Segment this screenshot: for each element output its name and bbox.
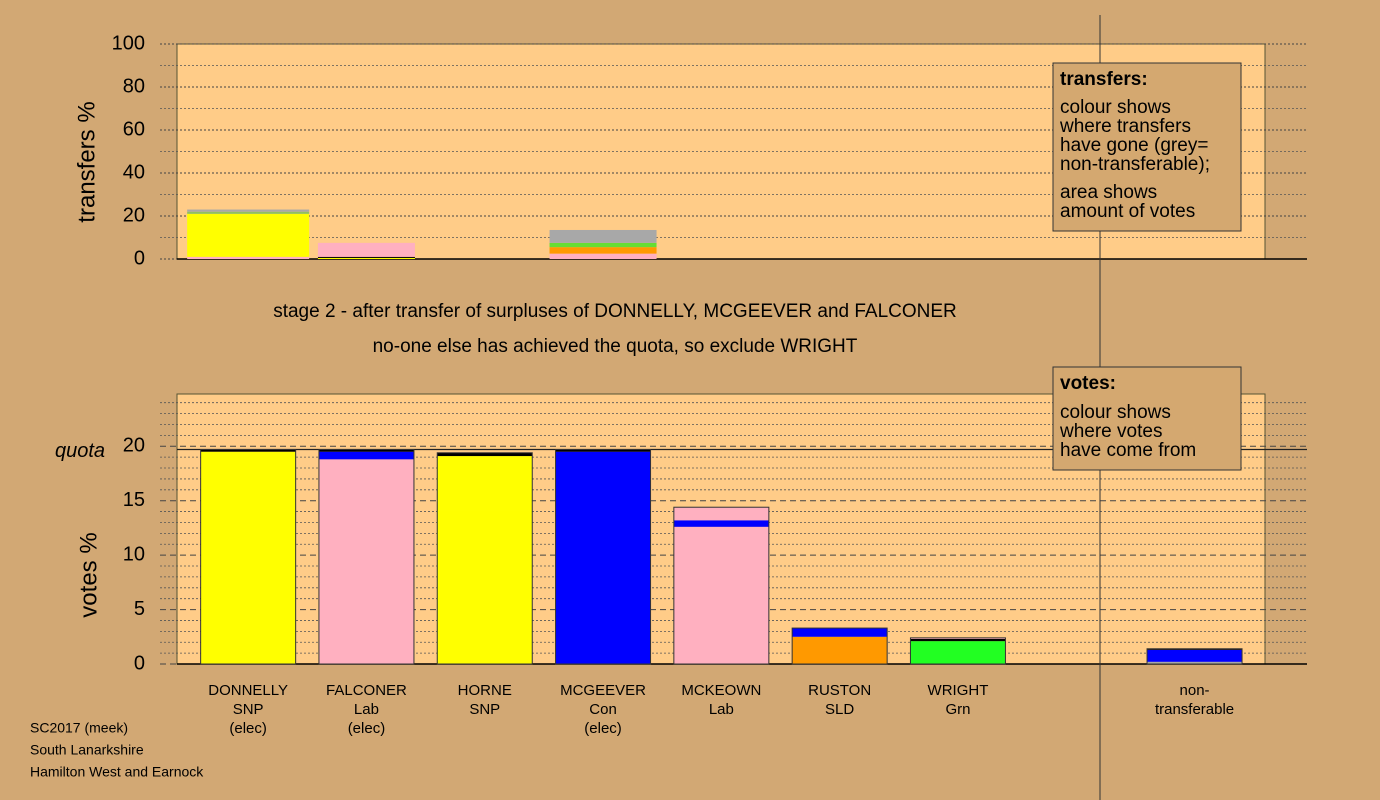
legend-text: where votes [1059,421,1162,442]
bar-segment [200,451,296,664]
legend-box [1052,366,1242,471]
bar-outline [200,449,297,665]
bar-outline [555,449,652,665]
footer: South Lanarkshire [30,742,144,758]
x-tick-label: Con [589,701,617,718]
bar-segment [437,456,533,511]
quota-label: quota [55,440,105,462]
legend-votes: votes: colour shows where votes have com… [1052,366,1242,471]
legend-title: transfers: [1060,69,1148,90]
x-tick-label: WRIGHT [928,682,989,699]
legend-transfers: transfers: colour shows where transfers … [1052,62,1242,232]
x-tick-label: Grn [945,701,970,718]
bar-outline [1146,648,1243,665]
bar-segment [187,211,310,214]
x-tick-label: (elec) [584,720,622,737]
bar-segment [910,638,1006,642]
bar-outline [909,637,1006,665]
x-tick-label: (elec) [229,720,267,737]
bar-segment [317,257,415,259]
bar-segment [673,526,769,664]
bar-segment [187,209,310,212]
x-tick-label: RUSTON [808,682,871,699]
x-tick-label: DONNELLY [208,682,288,699]
y-axis-label: transfers % [73,101,100,222]
bar-segment [318,451,414,460]
bar-outline [791,627,888,665]
y-tick-label: 40 [123,161,145,183]
bar-segment [1147,661,1243,664]
legend-text: have gone (grey= [1060,135,1208,156]
y-tick-label: 60 [123,118,145,140]
y-tick-label: 20 [123,204,145,226]
bar-segment [910,641,1006,664]
x-tick-label: Lab [354,701,379,718]
legend-text: have come from [1060,440,1196,461]
y-tick-label: 80 [123,75,145,97]
bar-segment [549,242,657,248]
x-tick-label: (elec) [348,720,386,737]
bar-segment [792,636,888,664]
legend-box [1052,62,1242,232]
bar-outline [673,506,770,665]
bar-segment [187,256,310,259]
legend-text: colour shows [1060,402,1171,423]
x-tick-label: Lab [709,701,734,718]
legend-text: non-transferable); [1060,154,1210,175]
bar-segment [437,452,533,457]
bar-segment [549,229,657,243]
x-tick-label: HORNE [458,682,512,699]
bar-segment [555,451,651,664]
bar-segment [317,242,415,257]
y-axis-label: votes % [75,532,102,617]
x-tick-label: MCKEOWN [681,682,761,699]
bar-segment [318,449,414,452]
marks [187,209,1243,665]
bar-segment [437,510,533,664]
x-tick-label: SNP [233,701,264,718]
bar-segment [555,449,651,452]
x-tick-label: transferable [1155,701,1234,718]
legend-text: area shows [1060,182,1157,203]
bar-segment [910,637,1006,639]
footer: SC2017 (meek) [30,720,128,736]
x-tick-label: FALCONER [326,682,407,699]
legend-text: amount of votes [1060,201,1195,222]
x-tick-label: MCGEEVER [560,682,646,699]
y-tick-label: 0 [134,652,145,674]
stage-note: no-one else has achieved the quota, so e… [373,336,858,357]
bar-segment [200,449,296,452]
footer: Hamilton West and Earnock [30,764,204,780]
y-tick-label: 100 [112,32,145,54]
y-tick-label: 15 [123,489,145,511]
y-tick-label: 0 [134,247,145,269]
y-tick-label: 10 [123,543,145,565]
stage-note: stage 2 - after transfer of surpluses of… [273,301,957,322]
y-tick-label: 20 [123,435,145,457]
x-tick-label: non- [1180,682,1210,699]
bar-segment [549,253,657,259]
bar-segment [318,459,414,664]
bar-segment [187,213,310,257]
x-tick-label: SNP [469,701,500,718]
x-tick-label: SLD [825,701,854,718]
y-tick-label: 5 [134,598,145,620]
bar-segment [792,628,888,637]
bar-segment [1147,649,1243,662]
legend-text: where transfers [1059,116,1191,137]
bar-segment [549,247,657,254]
legend-text: colour shows [1060,97,1171,118]
bar-segment [673,520,769,527]
bar-segment [1147,648,1243,650]
bar-segment [673,507,769,521]
bar-segment [317,256,415,258]
bar-outline [436,452,533,665]
legend-title: votes: [1060,373,1116,394]
bar-outline [318,449,415,665]
